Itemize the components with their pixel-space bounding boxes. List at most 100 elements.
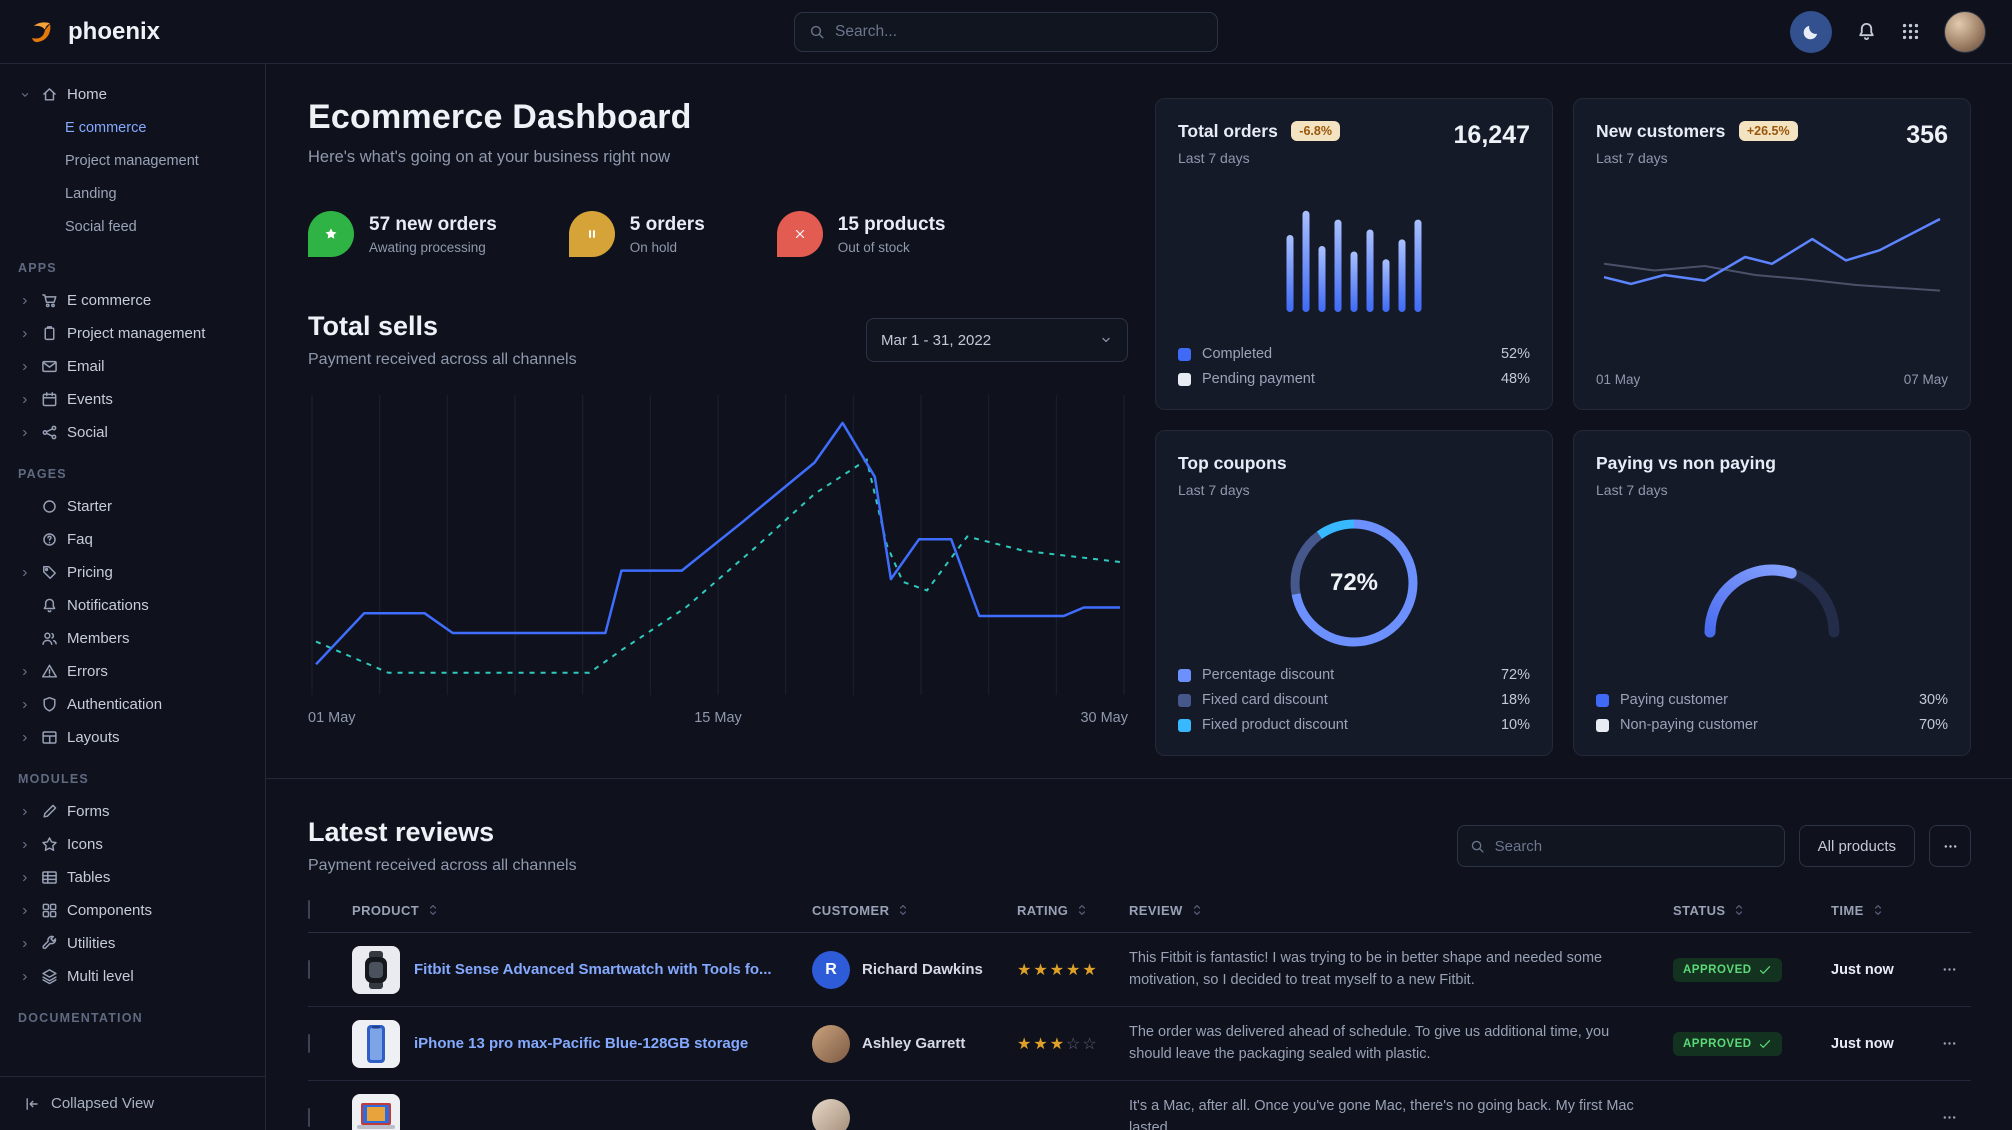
sidebar-item-email[interactable]: Email [18, 350, 255, 383]
sidebar-item-errors[interactable]: Errors [18, 655, 255, 688]
sidebar-item-components[interactable]: Components [18, 894, 255, 927]
sidebar-item-events[interactable]: Events [18, 383, 255, 416]
row-checkbox[interactable] [308, 959, 310, 979]
stat-on-hold: 5 orders On hold [568, 211, 705, 257]
table-body: Fitbit Sense Advanced Smartwatch with To… [308, 933, 1971, 1130]
theme-toggle-button[interactable] [1790, 10, 1832, 53]
forms-icon [41, 803, 58, 820]
review-text: It's a Mac, after all. Once you've gone … [1129, 1098, 1634, 1130]
paying-vs-nonpaying-card: Paying vs non paying Last 7 days Paying … [1573, 430, 1971, 756]
sidebar-subitem-e-commerce[interactable]: E commerce [65, 119, 147, 136]
row-checkbox[interactable] [308, 1033, 310, 1053]
sidebar-item-faq[interactable]: Faq [18, 523, 255, 556]
table-row: Fitbit Sense Advanced Smartwatch with To… [308, 933, 1971, 1007]
home-icon [41, 86, 58, 103]
reviews-table: PRODUCT CUSTOMER RATING REVIEW STATUS TI… [308, 900, 1971, 1130]
sidebar-item-layouts[interactable]: Layouts [18, 721, 255, 754]
column-header-status[interactable]: STATUS [1673, 903, 1831, 918]
chevron-right-icon [18, 394, 32, 406]
global-search-input[interactable] [835, 22, 1203, 41]
row-actions-button[interactable] [1927, 962, 1971, 977]
apps-grid-button[interactable] [1901, 22, 1920, 41]
legend-value: 30% [1918, 692, 1948, 708]
dots-icon [1942, 962, 1957, 977]
bell-icon [1856, 21, 1877, 42]
sidebar-item-tables[interactable]: Tables [18, 861, 255, 894]
stat-blob [568, 211, 615, 257]
chevron-right-icon [18, 839, 32, 851]
product-image [352, 945, 400, 994]
column-header-time[interactable]: TIME [1831, 903, 1927, 918]
date-range-select[interactable]: Mar 1 - 31, 2022 [866, 318, 1128, 362]
table-more-button[interactable] [1929, 825, 1971, 867]
sidebar-item-starter[interactable]: Starter [18, 490, 255, 523]
reviews-search-input[interactable] [1494, 837, 1772, 855]
page-subtitle: Here's what's going on at your business … [308, 148, 671, 166]
sidebar-subitem-project-management[interactable]: Project management [65, 152, 199, 169]
sidebar-item-notifications[interactable]: Notifications [18, 589, 255, 622]
legend-value: 10% [1500, 717, 1530, 733]
customer-cell [812, 1098, 1017, 1130]
chevron-right-icon [18, 361, 32, 373]
card-title: Total orders [1178, 121, 1278, 141]
chevron-spacer [18, 600, 32, 612]
sidebar-item-icons[interactable]: Icons [18, 828, 255, 861]
users-icon [41, 630, 58, 647]
card-title: Paying vs non paying [1596, 453, 1776, 473]
sidebar-item-multi-level[interactable]: Multi level [18, 960, 255, 993]
user-avatar[interactable] [1944, 10, 1986, 53]
product-link[interactable]: Fitbit Sense Advanced Smartwatch with To… [414, 961, 772, 978]
column-header-review[interactable]: REVIEW [1129, 903, 1673, 918]
bell-icon [41, 597, 58, 614]
brand-name: phoenix [68, 17, 161, 45]
sidebar-item-e-commerce[interactable]: E commerce [18, 284, 255, 317]
select-all-checkbox[interactable] [308, 900, 310, 919]
column-header-rating[interactable]: RATING [1017, 903, 1129, 918]
all-products-button[interactable]: All products [1798, 825, 1915, 867]
alert-icon [41, 663, 58, 680]
row-actions-button[interactable] [1927, 1036, 1971, 1051]
legend-item: Paying customer 30% [1596, 692, 1948, 708]
customer-avatar [812, 1098, 850, 1130]
status-badge: APPROVED [1673, 1031, 1782, 1056]
sidebar-item-authentication[interactable]: Authentication [18, 688, 255, 721]
global-search[interactable] [794, 11, 1218, 52]
sidebar-item-social[interactable]: Social [18, 416, 255, 449]
sidebar-item-label: Layouts [67, 729, 120, 746]
collapsed-view-toggle[interactable]: Collapsed View [0, 1076, 265, 1130]
sidebar-subitem-landing[interactable]: Landing [65, 185, 117, 202]
sidebar-item-pricing[interactable]: Pricing [18, 556, 255, 589]
chevron-right-icon [18, 427, 32, 439]
legend-label: Pending payment [1202, 371, 1315, 387]
x-icon [793, 227, 807, 241]
sidebar-item-members[interactable]: Members [18, 622, 255, 655]
sidebar-item-label: Notifications [67, 597, 149, 614]
legend-value: 72% [1500, 667, 1530, 683]
product-link[interactable]: iPhone 13 pro max-Pacific Blue-128GB sto… [414, 1035, 749, 1052]
new-customers-x-labels: 01 May 07 May [1596, 372, 1948, 387]
sidebar-subitem-social-feed[interactable]: Social feed [65, 218, 137, 235]
reviews-search[interactable] [1456, 825, 1785, 867]
row-checkbox[interactable] [308, 1107, 310, 1127]
sidebar-item-label: Forms [67, 803, 110, 820]
chevron-spacer [18, 534, 32, 546]
sidebar-item-project-management[interactable]: Project management [18, 317, 255, 350]
column-header-product[interactable]: PRODUCT [352, 903, 812, 918]
share-icon [41, 424, 58, 441]
chevron-down-icon [1099, 333, 1113, 347]
notifications-button[interactable] [1856, 21, 1877, 42]
check-icon [1758, 963, 1772, 977]
rating-stars: ★★★★★ [1017, 961, 1099, 979]
sidebar-item-home[interactable]: Home [18, 78, 255, 111]
sidebar-item-label: Components [67, 902, 153, 919]
sidebar-item-utilities[interactable]: Utilities [18, 927, 255, 960]
legend-item: Non-paying customer 70% [1596, 717, 1948, 733]
brand[interactable]: phoenix [26, 16, 160, 48]
row-actions-button[interactable] [1927, 1110, 1971, 1125]
help-icon [41, 531, 58, 548]
sidebar-item-forms[interactable]: Forms [18, 795, 255, 828]
sidebar-item-label: Home [67, 86, 108, 103]
sidebar-item-label: Icons [67, 836, 103, 853]
calendar-icon [41, 391, 58, 408]
column-header-customer[interactable]: CUSTOMER [812, 903, 1017, 918]
